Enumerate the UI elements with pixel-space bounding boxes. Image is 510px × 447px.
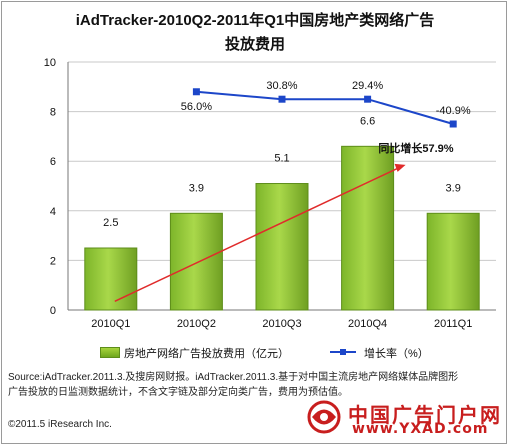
source-line2: 广告投放的日监测数据统计，不含文字链及部分定向类广告，费用为预估值。 bbox=[8, 387, 348, 398]
y-tick-label: 4 bbox=[50, 206, 56, 218]
legend-label-bar: 房地产网络广告投放费用（亿元） bbox=[124, 348, 289, 360]
x-tick-label: 2010Q1 bbox=[91, 318, 130, 330]
growth-label: 29.4% bbox=[352, 80, 383, 92]
bar-value-label: 3.9 bbox=[189, 182, 204, 194]
trend-arrow-head bbox=[394, 163, 406, 172]
y-tick-label: 10 bbox=[44, 57, 56, 69]
growth-label: 56.0% bbox=[181, 101, 212, 113]
y-tick-label: 0 bbox=[50, 305, 56, 317]
bar bbox=[84, 247, 138, 311]
bar bbox=[426, 212, 480, 311]
bar-value-label: 2.5 bbox=[103, 217, 118, 229]
x-tick-label: 2010Q4 bbox=[348, 318, 387, 330]
growth-label: 30.8% bbox=[266, 80, 297, 92]
x-tick-label: 2010Q2 bbox=[177, 318, 216, 330]
bar-value-label: 3.9 bbox=[446, 182, 461, 194]
growth-point bbox=[364, 95, 372, 103]
y-tick-label: 6 bbox=[50, 156, 56, 168]
trend-annotation: 同比增长57.9% bbox=[378, 141, 453, 155]
y-tick-label: 2 bbox=[50, 255, 56, 267]
bar bbox=[341, 145, 395, 311]
chart-title-line2: 投放费用 bbox=[224, 36, 285, 53]
legend-label-line: 增长率（%） bbox=[364, 348, 429, 360]
trend-arrow-line bbox=[114, 166, 400, 302]
growth-point bbox=[449, 120, 457, 128]
legend-swatch-marker bbox=[340, 349, 346, 355]
bar-value-label: 5.1 bbox=[274, 153, 289, 165]
growth-line bbox=[196, 90, 454, 125]
x-tick-label: 2010Q3 bbox=[262, 318, 301, 330]
growth-point bbox=[278, 95, 286, 103]
growth-label: -40.9% bbox=[436, 105, 471, 117]
bar-value-label: 6.6 bbox=[360, 115, 375, 127]
x-tick-label: 2011Q1 bbox=[434, 318, 472, 330]
legend-swatch-bar bbox=[100, 347, 120, 358]
bar bbox=[255, 183, 309, 311]
copyright: ©2011.5 iResearch Inc. bbox=[8, 419, 112, 430]
growth-point bbox=[192, 88, 200, 96]
logo-url: www.YXAD.com bbox=[352, 421, 489, 437]
logo-emblem-icon bbox=[307, 400, 341, 434]
chart-title-line1: iAdTracker-2010Q2-2011年Q1中国房地产类网络广告 bbox=[75, 12, 435, 29]
yxad-logo: 中国广告门户网 www.YXAD.com bbox=[298, 398, 506, 437]
source-line1: Source:iAdTracker.2011.3.及搜房网财报。iAdTrack… bbox=[8, 372, 459, 383]
y-tick-label: 8 bbox=[50, 107, 56, 119]
logo-chinese-name: 中国广告门户网 bbox=[348, 403, 502, 427]
bar bbox=[169, 212, 223, 311]
